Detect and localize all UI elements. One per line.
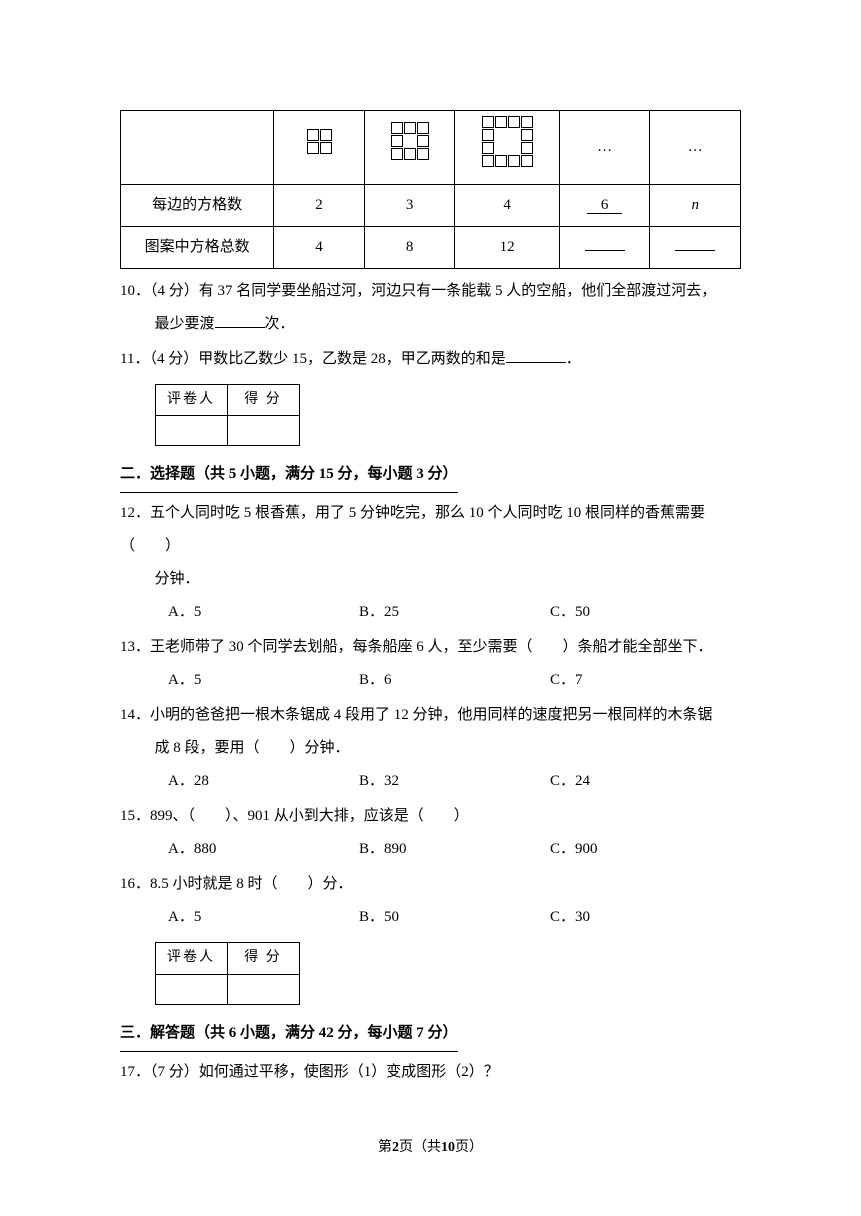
option-b: B．890 bbox=[359, 833, 550, 866]
option-b: B．6 bbox=[359, 664, 550, 697]
scorebox-blank bbox=[155, 975, 227, 1005]
question-11: 11．（4 分）甲数比乙数少 15，乙数是 28，甲乙两数的和是 ． bbox=[120, 343, 741, 376]
scorebox-blank bbox=[155, 416, 227, 446]
option-c: C．7 bbox=[550, 664, 741, 697]
score-box: 评卷人得 分 bbox=[155, 384, 300, 447]
question-13: 13．王老师带了 30 个同学去划船，每条船座 6 人，至少需要（ ）条船才能全… bbox=[120, 631, 741, 697]
table-row: 每边的方格数 2 3 4 6 n bbox=[121, 184, 741, 226]
table-row: 图案中方格总数 4 8 12 bbox=[121, 226, 741, 268]
section-3-title: 三．解答题（共 6 小题，满分 42 分，每小题 7 分） bbox=[120, 1017, 458, 1052]
scorebox-blank bbox=[227, 416, 299, 446]
question-17: 17．（7 分）如何通过平移，使图形（1）变成图形（2）？ bbox=[120, 1056, 741, 1089]
page-footer: 第2页（共10页） bbox=[0, 1136, 861, 1156]
ellipsis: … bbox=[688, 139, 703, 155]
q14-line2: 成 8 段，要用（ ）分钟． bbox=[120, 732, 741, 765]
option-c: C．50 bbox=[550, 596, 741, 629]
cell: 3 bbox=[364, 184, 455, 226]
option-b: B．50 bbox=[359, 901, 550, 934]
option-a: A．5 bbox=[168, 596, 359, 629]
blank bbox=[506, 348, 566, 363]
row-label: 图案中方格总数 bbox=[121, 226, 274, 268]
cell: 12 bbox=[455, 226, 560, 268]
section-2-title: 二．选择题（共 5 小题，满分 15 分，每小题 3 分） bbox=[120, 458, 458, 493]
cell bbox=[559, 226, 650, 268]
scorebox-blank bbox=[227, 975, 299, 1005]
q12-options: A．5 B．25 C．50 bbox=[120, 596, 741, 629]
cell: 4 bbox=[274, 226, 365, 268]
option-c: C．24 bbox=[550, 765, 741, 798]
footer-c: 页（共 bbox=[399, 1140, 441, 1155]
option-b: B．32 bbox=[359, 765, 550, 798]
question-14: 14．小明的爸爸把一根木条锯成 4 段用了 12 分钟，他用同样的速度把另一根同… bbox=[120, 699, 741, 798]
pattern-table: … … 每边的方格数 2 3 4 6 n 图案中方格总数 4 8 12 bbox=[120, 110, 741, 269]
exam-page: … … 每边的方格数 2 3 4 6 n 图案中方格总数 4 8 12 10．（… bbox=[0, 0, 861, 1089]
option-a: A．5 bbox=[168, 664, 359, 697]
ellipsis: … bbox=[597, 139, 612, 155]
q16-text: 16．8.5 小时就是 8 时（ ）分． bbox=[120, 876, 353, 892]
scorebox-score: 得 分 bbox=[227, 943, 299, 975]
footer-e: 页） bbox=[455, 1140, 483, 1155]
blank bbox=[215, 313, 265, 328]
footer-total: 10 bbox=[441, 1140, 455, 1155]
pattern-2x2 bbox=[306, 128, 332, 154]
q12-line2: 分钟． bbox=[120, 563, 741, 596]
q10-text2b: 次． bbox=[265, 316, 295, 332]
q11-text-a: 11．（4 分）甲数比乙数少 15，乙数是 28，甲乙两数的和是 bbox=[120, 351, 506, 367]
q10-text: 10．（4 分）有 37 名同学要坐船过河，河边只有一条能载 5 人的空船，他们… bbox=[120, 283, 716, 299]
footer-a: 第 bbox=[378, 1140, 392, 1155]
cell: n bbox=[650, 184, 741, 226]
score-box: 评卷人得 分 bbox=[155, 942, 300, 1005]
cell: 6 bbox=[559, 184, 650, 226]
table-row: … … bbox=[121, 111, 741, 185]
q15-text: 15．899、（ ）、901 从小到大排，应该是（ ） bbox=[120, 808, 469, 824]
q13-text: 13．王老师带了 30 个同学去划船，每条船座 6 人，至少需要（ ）条船才能全… bbox=[120, 639, 713, 655]
row-label: 每边的方格数 bbox=[121, 184, 274, 226]
q10-text2a: 最少要渡 bbox=[155, 316, 215, 332]
option-b: B．25 bbox=[359, 596, 550, 629]
q13-options: A．5 B．6 C．7 bbox=[120, 664, 741, 697]
cell: 4 bbox=[455, 184, 560, 226]
scorebox-score: 得 分 bbox=[227, 384, 299, 416]
cell: 2 bbox=[274, 184, 365, 226]
q14-options: A．28 B．32 C．24 bbox=[120, 765, 741, 798]
cell: 8 bbox=[364, 226, 455, 268]
q12-line1: 12．五个人同时吃 5 根香蕉，用了 5 分钟吃完，那么 10 个人同时吃 10… bbox=[120, 505, 705, 554]
option-a: A．5 bbox=[168, 901, 359, 934]
scorebox-reviewer: 评卷人 bbox=[155, 384, 227, 416]
option-c: C．30 bbox=[550, 901, 741, 934]
question-10: 10．（4 分）有 37 名同学要坐船过河，河边只有一条能载 5 人的空船，他们… bbox=[120, 275, 741, 341]
footer-page-num: 2 bbox=[392, 1140, 399, 1155]
q16-options: A．5 B．50 C．30 bbox=[120, 901, 741, 934]
scorebox-reviewer: 评卷人 bbox=[155, 943, 227, 975]
option-a: A．28 bbox=[168, 765, 359, 798]
option-c: C．900 bbox=[550, 833, 741, 866]
pattern-4x4-hollow bbox=[481, 115, 533, 167]
q11-text-b: ． bbox=[566, 351, 581, 367]
question-16: 16．8.5 小时就是 8 时（ ）分． A．5 B．50 C．30 bbox=[120, 868, 741, 934]
question-15: 15．899、（ ）、901 从小到大排，应该是（ ） A．880 B．890 … bbox=[120, 800, 741, 866]
question-12: 12．五个人同时吃 5 根香蕉，用了 5 分钟吃完，那么 10 个人同时吃 10… bbox=[120, 497, 741, 629]
option-a: A．880 bbox=[168, 833, 359, 866]
pattern-3x3-hollow bbox=[390, 122, 429, 161]
q15-options: A．880 B．890 C．900 bbox=[120, 833, 741, 866]
cell bbox=[650, 226, 741, 268]
q14-line1: 14．小明的爸爸把一根木条锯成 4 段用了 12 分钟，他用同样的速度把另一根同… bbox=[120, 707, 713, 723]
